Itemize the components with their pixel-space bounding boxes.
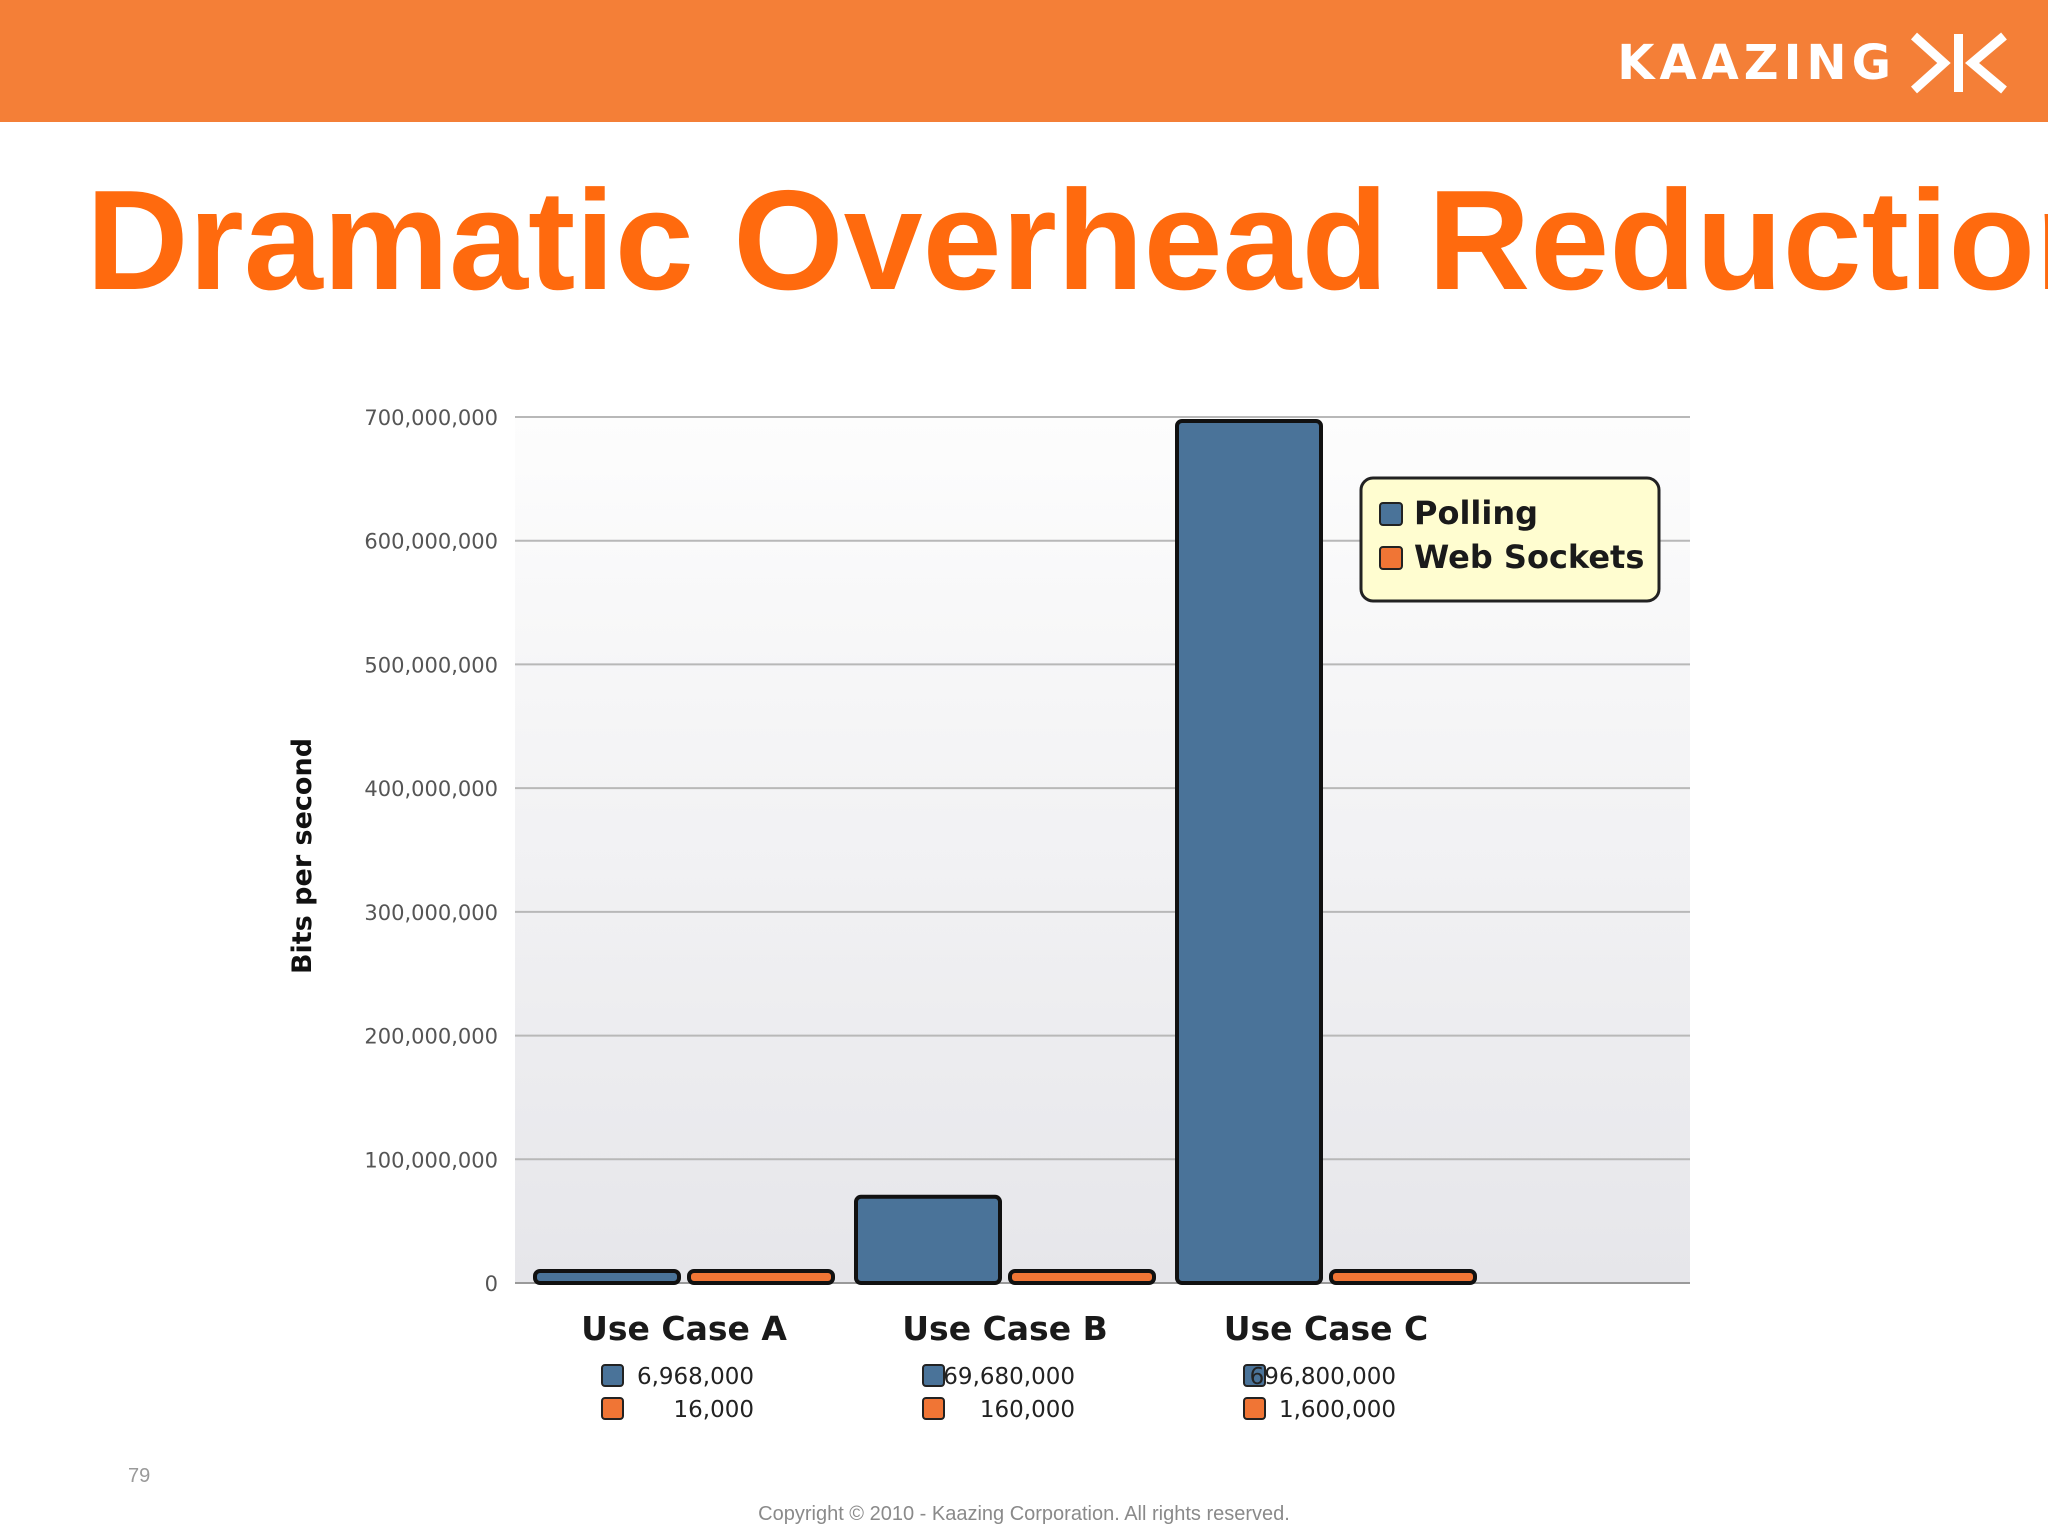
bar-web-sockets (1329, 1269, 1477, 1285)
slide-number: 79 (128, 1465, 151, 1487)
value-swatch (1243, 1397, 1266, 1420)
legend-entry-label: Web Sockets (1414, 538, 1644, 576)
y-tick-label: 400,000,000 (364, 777, 498, 801)
y-tick-label: 600,000,000 (364, 530, 498, 554)
brand-logo: KAAZING (1617, 28, 2014, 98)
y-tick-label: 700,000,000 (364, 406, 498, 430)
y-tick-label: 200,000,000 (364, 1025, 498, 1049)
kaazing-k-logo-icon (1910, 32, 2007, 94)
legend-swatch (1379, 502, 1403, 526)
category-label: Use Case B (902, 1309, 1107, 1348)
category-label: Use Case A (581, 1309, 787, 1348)
legend-box (1359, 476, 1661, 603)
header-banner: KAAZING (0, 0, 2048, 122)
y-tick-label: 500,000,000 (364, 653, 498, 677)
bar-web-sockets (687, 1269, 835, 1285)
data-value-label: 16,000 (674, 1397, 754, 1423)
value-swatch (601, 1397, 624, 1420)
chart-legend: Polling Web Sockets (1359, 476, 1661, 603)
data-value-label: 1,600,000 (1279, 1397, 1396, 1423)
y-tick-label: 0 (485, 1272, 498, 1296)
y-tick-label: 300,000,000 (364, 901, 498, 925)
legend-swatch (1379, 546, 1403, 570)
y-axis-label: Bits per second (287, 738, 318, 974)
legend-entry-label: Polling (1414, 494, 1538, 532)
category-label: Use Case C (1224, 1309, 1429, 1348)
data-value-label: 6,968,000 (637, 1364, 754, 1390)
bar-polling (854, 1194, 1002, 1286)
bar-polling (1175, 418, 1323, 1285)
y-tick-label: 100,000,000 (364, 1148, 498, 1172)
data-value-label: 696,800,000 (1250, 1364, 1396, 1390)
data-value-label: 160,000 (980, 1397, 1075, 1423)
bar-polling (533, 1269, 681, 1285)
data-value-label: 69,680,000 (943, 1364, 1075, 1390)
slide-title: Dramatic Overhead Reduction (86, 161, 2048, 320)
value-swatch (922, 1364, 945, 1387)
value-swatch (601, 1364, 624, 1387)
brand-name: KAAZING (1617, 35, 1896, 91)
value-swatch (922, 1397, 945, 1420)
value-swatch (1243, 1364, 1266, 1387)
copyright-notice: Copyright © 2010 - Kaazing Corporation. … (758, 1503, 1290, 1525)
bar-web-sockets (1008, 1269, 1156, 1285)
